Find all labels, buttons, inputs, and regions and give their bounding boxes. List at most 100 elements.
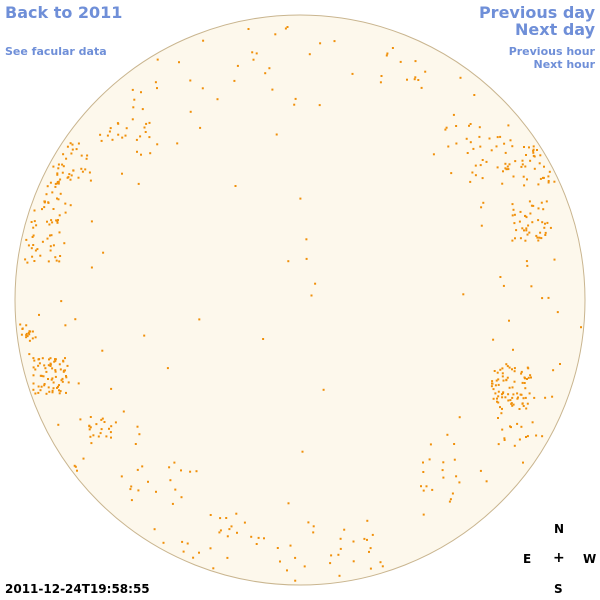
facula-dot (523, 146, 525, 148)
facula-dot (312, 525, 315, 528)
facula-dot (455, 142, 458, 145)
facula-dot (432, 153, 435, 156)
facula-dot (49, 363, 52, 366)
facula-dot (516, 397, 519, 400)
facula-dot (186, 542, 189, 545)
facula-dot (148, 136, 151, 139)
facula-dot (556, 311, 559, 314)
facula-dot (529, 159, 532, 162)
facula-dot (49, 234, 51, 237)
facula-dot (511, 404, 514, 407)
facula-dot (162, 541, 165, 544)
facula-dot (537, 239, 540, 242)
facula-dot (488, 137, 491, 140)
facula-dot (75, 148, 78, 151)
facula-dot (52, 381, 55, 384)
facula-dot (524, 239, 527, 242)
facula-dot (505, 168, 508, 171)
facula-dot (508, 366, 511, 369)
facula-dot (50, 234, 53, 237)
facula-dot (72, 169, 75, 172)
facula-dot (51, 391, 54, 394)
facula-dot (25, 334, 28, 336)
facula-dot (62, 360, 65, 363)
facula-dot (541, 297, 544, 300)
facula-dot (46, 237, 49, 240)
facula-dot (54, 369, 57, 372)
facula-dot (532, 148, 535, 151)
facula-dot (511, 239, 514, 242)
previous-hour-link[interactable]: Previous hour (508, 45, 595, 58)
facula-dot (369, 547, 372, 550)
facula-dot (505, 363, 508, 366)
next-day-link[interactable]: Next day (515, 20, 595, 39)
facula-dot (43, 383, 46, 385)
facula-dot (422, 461, 424, 464)
facula-dot (386, 52, 389, 55)
facula-dot (422, 513, 425, 516)
see-facular-data-link[interactable]: See facular data (5, 45, 107, 58)
facula-dot (528, 146, 530, 149)
facula-dot (520, 393, 523, 396)
facula-dot (524, 165, 527, 168)
facula-dot (169, 479, 172, 482)
facula-dot (54, 359, 57, 362)
facula-dot (89, 435, 92, 438)
facula-dot (69, 204, 72, 207)
facula-dot (510, 402, 513, 405)
facula-dot (352, 560, 355, 563)
facula-dot (171, 502, 174, 505)
facula-dot (452, 113, 455, 116)
facula-dot (553, 180, 556, 183)
facula-dot (141, 465, 144, 468)
facula-dot (148, 121, 151, 124)
facula-dot (497, 378, 500, 381)
facula-dot (97, 435, 100, 438)
facula-dot (305, 238, 308, 241)
facula-dot (19, 323, 22, 326)
facula-dot (70, 152, 73, 155)
facula-dot (84, 168, 87, 171)
facula-dot (27, 244, 30, 247)
facula-dot (99, 133, 102, 136)
facula-dot (507, 124, 510, 127)
facula-dot (234, 185, 237, 187)
facula-dot (61, 163, 64, 166)
facula-dot (105, 435, 108, 438)
facula-dot (490, 385, 493, 388)
facula-dot (209, 514, 212, 516)
facula-dot (86, 154, 89, 157)
facula-dot (66, 145, 69, 148)
facula-dot (31, 330, 34, 333)
facula-dot (422, 471, 425, 473)
facula-dot (485, 160, 488, 163)
back-to-year-link[interactable]: Back to 2011 (5, 3, 123, 22)
facula-dot (34, 392, 37, 395)
next-hour-link[interactable]: Next hour (533, 58, 596, 71)
facula-dot (506, 165, 509, 168)
facula-dot (32, 382, 35, 385)
facula-dot (80, 154, 83, 157)
facula-dot (26, 261, 29, 264)
facula-dot (337, 553, 340, 556)
facula-dot (445, 126, 448, 129)
facula-dot (520, 370, 523, 373)
facula-dot (31, 236, 34, 238)
facula-dot (41, 357, 44, 360)
facula-dot (198, 318, 201, 321)
facula-dot (59, 390, 62, 393)
facula-dot (25, 336, 28, 339)
facula-dot (111, 138, 114, 141)
facula-dot (535, 234, 538, 237)
facula-dot (116, 122, 119, 125)
facula-dot (503, 439, 506, 441)
facula-dot (32, 357, 35, 360)
facula-dot (519, 237, 522, 240)
facula-dot (338, 574, 341, 577)
previous-day-link[interactable]: Previous day (478, 3, 595, 22)
facula-dot (512, 393, 515, 396)
facula-dot (479, 469, 482, 472)
facula-dot (74, 465, 77, 468)
facula-dot (339, 547, 342, 550)
facula-dot (262, 338, 265, 340)
